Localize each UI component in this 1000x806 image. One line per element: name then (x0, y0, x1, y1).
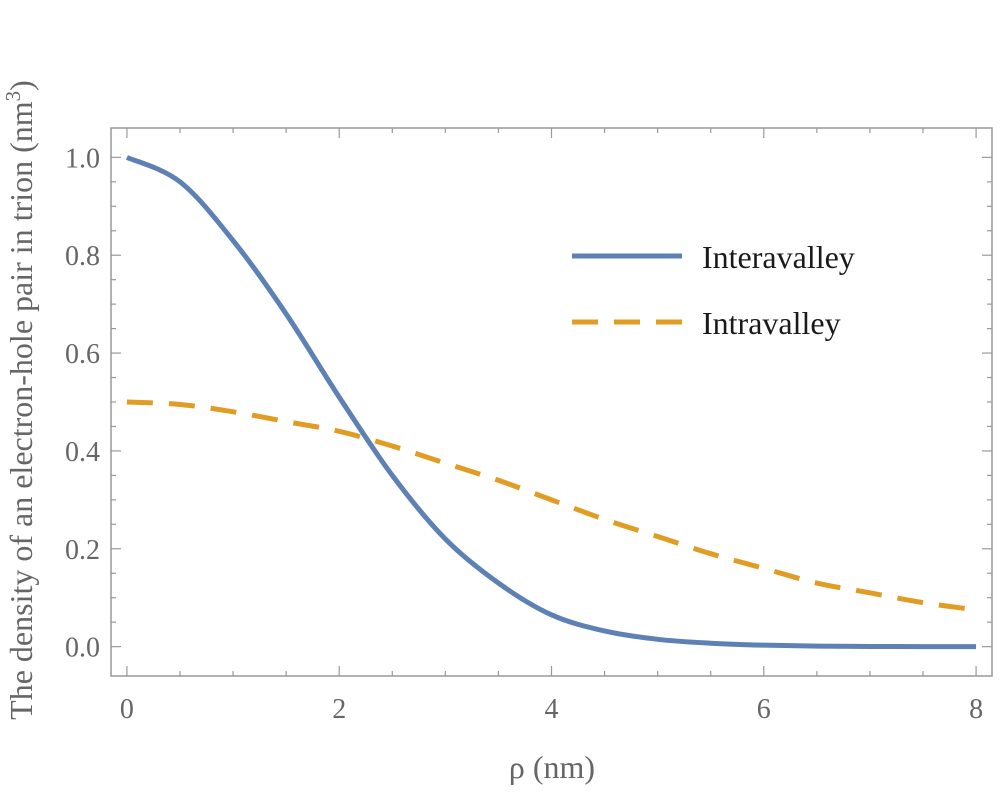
y-tick-labels: 0.0 0.2 0.4 0.6 0.8 1.0 (65, 143, 100, 663)
x-tick-label: 4 (545, 694, 559, 725)
x-tick-label: 8 (969, 694, 983, 725)
legend-label-intravalley: Intravalley (702, 305, 841, 341)
y-tick-label: 0.6 (65, 339, 100, 370)
legend-label-interavalley: Interavalley (702, 239, 855, 275)
x-tick-label: 6 (757, 694, 771, 725)
minor-ticks (111, 128, 992, 676)
y-tick-label: 0.0 (65, 633, 100, 664)
y-axis-label-superscript: 3 (1, 91, 25, 102)
y-tick-label: 1.0 (65, 143, 100, 174)
plot-frame (110, 127, 993, 677)
y-tick-label: 0.2 (65, 535, 100, 566)
y-axis-label-close: ) (3, 80, 39, 91)
y-axis-label-main: The density of an electron-hole pair in … (3, 101, 39, 720)
y-tick-label: 0.8 (65, 241, 100, 272)
x-tick-label: 0 (120, 694, 134, 725)
series-line-intravalley (126, 399, 977, 613)
series-lines (125, 155, 977, 650)
y-axis-label: The density of an electron-hole pair in … (1, 80, 39, 720)
major-ticks (111, 128, 992, 676)
x-axis-label: ρ (nm) (509, 749, 595, 785)
series-line-interavalley (125, 155, 977, 650)
y-tick-label: 0.4 (65, 437, 100, 468)
x-tick-label: 2 (332, 694, 346, 725)
x-tick-labels: 0 2 4 6 8 (120, 694, 983, 725)
legend: Interavalley Intravalley (572, 239, 855, 341)
